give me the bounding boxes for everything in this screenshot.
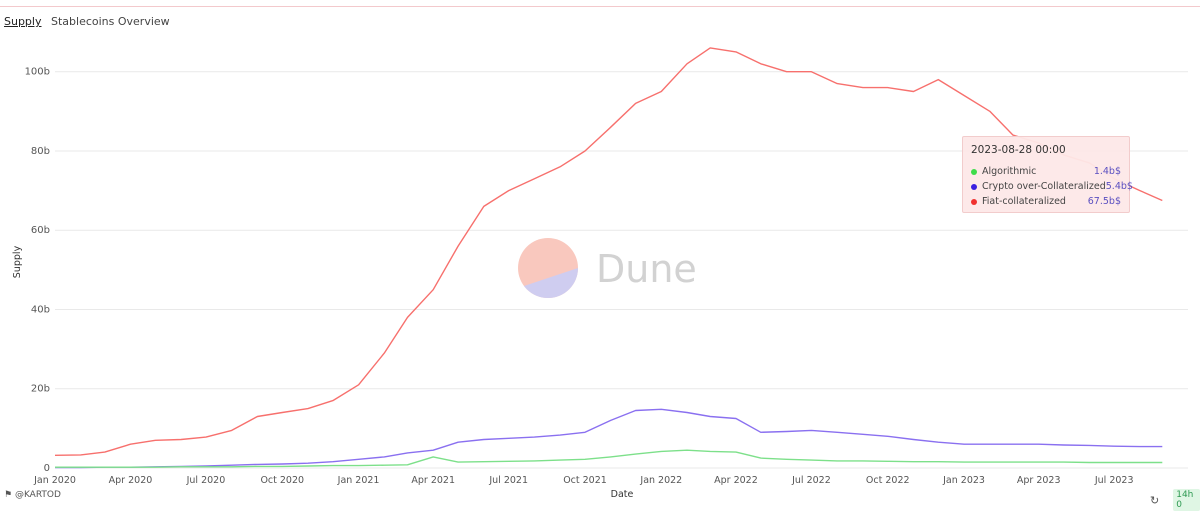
x-tick-label: Apr 2020 — [109, 475, 153, 486]
y-tick-label: 100b — [25, 67, 50, 78]
tooltip-date: 2023-08-28 00:00 — [971, 144, 1066, 156]
series-line-algorithmic — [55, 449, 1163, 468]
tooltip-series-value: 5.4b$ — [1105, 181, 1133, 192]
top-border — [0, 6, 1200, 7]
series-lines — [54, 47, 1163, 469]
tooltip-row-algorithmic: Algorithmic 1.4b$ — [971, 164, 1121, 179]
watermark-text: Dune — [596, 247, 697, 291]
x-tick-label: Jul 2023 — [1094, 475, 1134, 486]
tooltip-series-name: Crypto over-Collateralized — [982, 181, 1106, 192]
y-axis-ticks: 0 20b 40b 60b 80b 100b — [25, 67, 50, 474]
y-tick-label: 40b — [31, 304, 50, 315]
tooltip-row-fiat: Fiat-collateralized 67.5b$ — [971, 194, 1121, 209]
dune-logo-icon — [518, 238, 578, 298]
x-tick-label: Apr 2022 — [714, 475, 758, 486]
tooltip-series-name: Algorithmic — [982, 166, 1037, 177]
refresh-age-badge: 14h 0 — [1173, 489, 1200, 511]
x-tick-label: Oct 2022 — [866, 475, 910, 486]
hover-tooltip: 2023-08-28 00:00 Algorithmic 1.4b$ Crypt… — [962, 136, 1133, 213]
algorithmic-dot-icon — [971, 168, 977, 175]
x-tick-label: Jan 2023 — [942, 475, 985, 486]
x-tick-label: Oct 2020 — [260, 475, 304, 486]
tab-supply[interactable]: Supply — [4, 15, 42, 28]
chart-title: Stablecoins Overview — [51, 15, 170, 28]
x-tick-label: Jan 2020 — [33, 475, 76, 486]
author-flag-icon: ⚑ — [4, 490, 15, 500]
series-line-fiat-collateralized — [54, 47, 1163, 456]
x-tick-label: Apr 2023 — [1017, 475, 1061, 486]
x-tick-label: Jul 2021 — [488, 475, 528, 486]
y-tick-label: 0 — [44, 463, 50, 474]
author-handle: @KARTOD — [14, 490, 61, 500]
x-tick-label: Apr 2021 — [411, 475, 455, 486]
y-tick-label: 20b — [31, 384, 50, 395]
x-tick-label: Oct 2021 — [563, 475, 607, 486]
x-tick-label: Jul 2020 — [186, 475, 226, 486]
y-axis-label: Supply — [12, 245, 23, 278]
tooltip-series-name: Fiat-collateralized — [982, 196, 1066, 207]
y-tick-label: 60b — [31, 225, 50, 236]
tooltip-row-crypto: Crypto over-Collateralized 5.4b$ — [971, 179, 1133, 194]
crypto-dot-icon — [971, 183, 977, 190]
fiat-dot-icon — [971, 198, 977, 205]
tooltip-series-value: 1.4b$ — [1093, 166, 1121, 177]
footer-status: ↻ 14h 0 — [1150, 489, 1200, 511]
dune-watermark: Dune — [518, 238, 697, 298]
refresh-icon[interactable]: ↻ — [1150, 493, 1160, 507]
x-axis-ticks: Jan 2020 Apr 2020 Jul 2020 Oct 2020 Jan 2021… — [33, 475, 1133, 486]
series-line-crypto-over-collateralized — [55, 408, 1163, 469]
footer-author[interactable]: ⚑ @KARTOD — [4, 490, 61, 500]
y-tick-label: 80b — [31, 146, 50, 157]
x-axis-label: Date — [611, 489, 634, 500]
x-tick-label: Jan 2021 — [337, 475, 380, 486]
x-tick-label: Jul 2022 — [791, 475, 831, 486]
tooltip-series-value: 67.5b$ — [1087, 196, 1121, 207]
x-tick-label: Jan 2022 — [639, 475, 682, 486]
chart-header: Supply Stablecoins Overview — [4, 15, 170, 28]
